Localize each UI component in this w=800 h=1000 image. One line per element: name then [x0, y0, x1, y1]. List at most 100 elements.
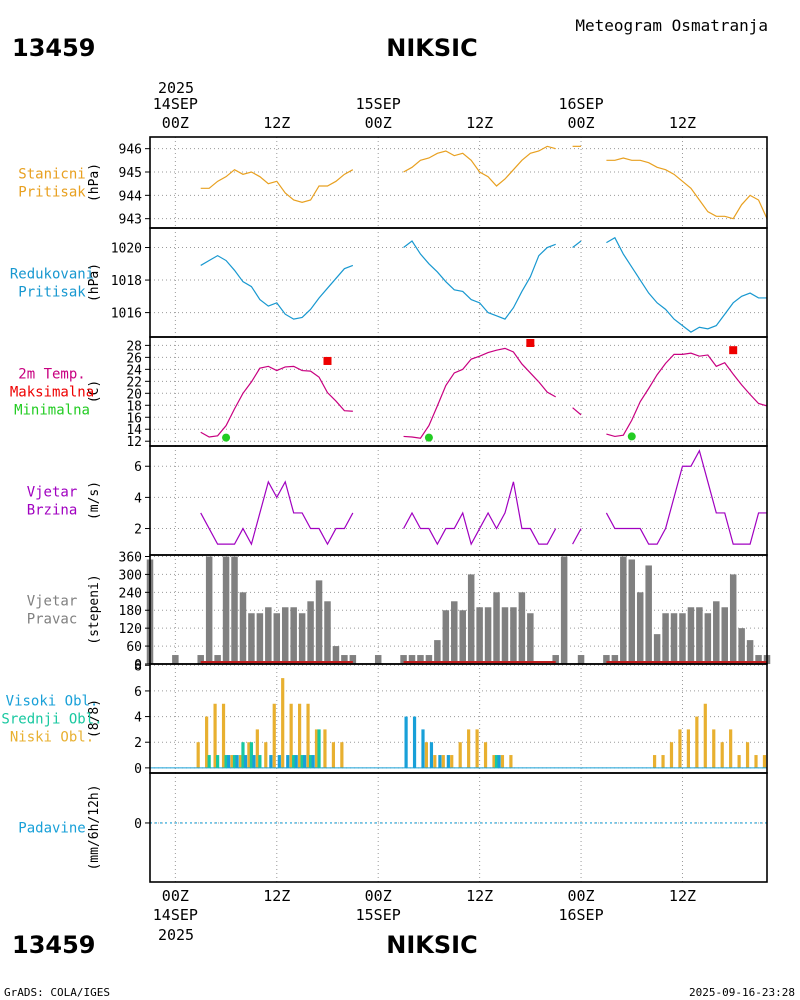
direction-bar: [755, 655, 762, 664]
y-tick-label: 240: [119, 586, 142, 601]
station_pressure-line: [200, 168, 354, 203]
y-tick-label: 26: [126, 351, 142, 366]
y-tick-label: 2: [134, 736, 142, 751]
direction-bar: [273, 613, 281, 664]
cloud-bar: [221, 703, 226, 768]
cloud-bar: [314, 729, 319, 768]
cloud-bar: [424, 742, 428, 768]
cloud-bar: [737, 755, 741, 768]
year-label-top: 2025: [158, 79, 194, 97]
direction-bar: [713, 601, 720, 664]
cloud-bar: [216, 755, 220, 768]
y-tick-label: 20: [126, 387, 142, 402]
station_pressure-line: [606, 157, 768, 220]
direction-bar: [256, 613, 264, 664]
direction-bar: [265, 607, 272, 664]
wind_speed-line: [572, 528, 582, 545]
wind_speed-line: [605, 449, 767, 545]
direction-bar: [459, 610, 466, 664]
cloud-bar: [433, 755, 437, 768]
cloud-bar: [695, 716, 699, 768]
direction-bar: [231, 556, 238, 664]
hour-label-bottom: 12Z: [263, 887, 290, 905]
y-axis-label: (C): [87, 380, 102, 403]
cloud-bar: [300, 755, 304, 768]
y-tick-label: 6: [134, 685, 142, 700]
station_pressure-line: [403, 145, 556, 187]
cloud-bar: [483, 742, 488, 768]
day-label-bottom: 14SEP: [153, 906, 198, 924]
tmax-marker: [729, 346, 738, 355]
tmin-marker: [222, 433, 231, 442]
direction-bar: [290, 607, 297, 664]
direction-bar: [696, 607, 703, 664]
cloud-bar: [243, 755, 248, 768]
panel-label: Niski Obl.: [10, 730, 94, 746]
direction-bar: [214, 655, 221, 664]
panel-label: Pravac: [27, 612, 78, 628]
cloud-bar: [269, 755, 273, 768]
reduced_pressure-line: [403, 240, 556, 320]
day-label-bottom: 15SEP: [356, 906, 401, 924]
cloud-bar: [678, 729, 682, 768]
direction-bar: [205, 556, 213, 664]
y-tick-label: 14: [126, 423, 142, 438]
panel-frame: [149, 136, 768, 229]
data-layer: [146, 145, 771, 824]
temperature-line: [200, 365, 353, 438]
cloud-bar: [467, 729, 471, 768]
tmin-marker: [424, 433, 433, 442]
cloud-bar: [311, 755, 315, 768]
tmax-marker: [526, 338, 535, 347]
meteogram-subtitle: Meteogram Osmatranja: [575, 16, 768, 35]
panel-label: Redukovani: [10, 267, 94, 283]
cloud-bar: [458, 742, 462, 768]
panel-label: Brzina: [27, 503, 78, 519]
y-tick-label: 12: [126, 435, 142, 450]
cloud-bar: [249, 742, 254, 768]
panel-frame: [149, 772, 768, 883]
direction-bar: [476, 607, 483, 664]
direction-bar: [721, 607, 728, 664]
direction-bar: [662, 613, 669, 664]
panel-label: Visoki Obl.: [6, 694, 99, 710]
y-tick-label: 120: [119, 622, 142, 637]
tmin-marker: [627, 432, 636, 441]
year-label-bottom: 2025: [158, 926, 194, 944]
direction-bar: [611, 655, 619, 664]
y-tick-label: 300: [119, 568, 142, 583]
y-tick-label: 946: [119, 143, 142, 158]
cloud-bar: [404, 716, 408, 768]
cloud-bar: [227, 755, 231, 768]
direction-bar: [451, 601, 458, 664]
y-tick-label: 6: [134, 460, 142, 475]
cloud-bar: [289, 703, 293, 768]
direction-bar: [510, 607, 517, 664]
direction-bar: [603, 655, 610, 664]
cloud-bar: [509, 755, 513, 768]
y-tick-label: 2: [134, 523, 142, 538]
direction-bar: [653, 634, 661, 664]
timestamp-label: 2025-09-16-23:28: [689, 986, 795, 999]
cloud-bar: [247, 742, 251, 768]
station-id-bottom: 13459: [12, 931, 96, 959]
direction-bar: [417, 655, 424, 664]
direction-bar: [577, 655, 585, 664]
cloud-bar: [308, 755, 313, 768]
day-label-bottom: 16SEP: [558, 906, 603, 924]
reduced_pressure-line: [200, 254, 354, 320]
direction-bar: [434, 640, 441, 664]
y-tick-label: 944: [119, 189, 143, 204]
cloud-bar: [277, 755, 281, 768]
panel-label: Padavine: [18, 821, 85, 837]
cloud-bar: [669, 742, 674, 768]
cloud-bar: [272, 703, 276, 768]
panel-label: Vjetar: [27, 594, 78, 610]
cloud-bar: [497, 755, 501, 768]
y-tick-label: 4: [134, 711, 142, 726]
cloud-bar: [429, 742, 434, 768]
hour-label-top: 12Z: [466, 114, 493, 132]
panel-label: Stanicni: [18, 167, 85, 183]
cloud-bar: [235, 755, 239, 768]
y-tick-label: 24: [126, 363, 142, 378]
